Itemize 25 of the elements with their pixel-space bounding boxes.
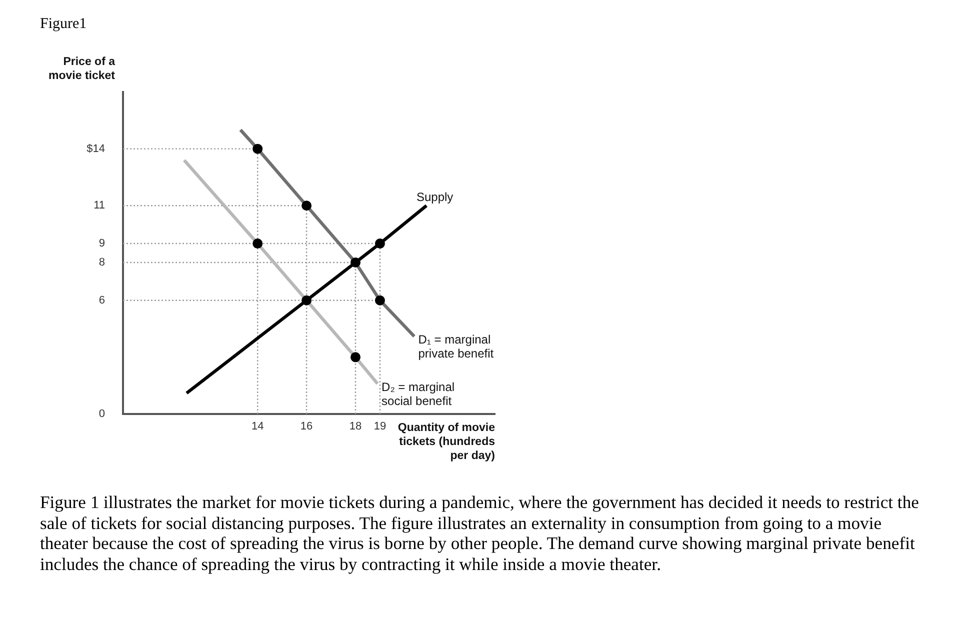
y-tick-label: 11 bbox=[94, 200, 105, 212]
caption: Figure 1 illustrates the market for movie tickets during a pandemic, where the government has decided it needs to restrict the sale of tickets for social distancing purposes. The figure illustrates an externality in consumption from going to a movie theater because the cost of spreading the virus is borne by other people. The demand curve showing marginal private benefit includes the chance of spreading the virus by contracting it while inside a movie theater. bbox=[40, 492, 920, 574]
x-tick-label: 14 bbox=[251, 420, 264, 433]
point bbox=[350, 257, 360, 268]
y-tick-label: 8 bbox=[98, 256, 105, 268]
y-tick-label: 0 bbox=[98, 408, 105, 420]
y-tick-label: 9 bbox=[98, 238, 105, 250]
y-tick-label: 6 bbox=[98, 294, 105, 306]
point bbox=[374, 295, 385, 306]
point bbox=[302, 200, 312, 211]
series-label: D₂ = marginal social benefit bbox=[382, 380, 455, 408]
x-tick-label: 19 bbox=[374, 420, 386, 433]
point bbox=[252, 238, 263, 249]
x-tick-label: 18 bbox=[349, 420, 362, 433]
point bbox=[302, 295, 312, 306]
series-label: D₁ = marginal private benefit bbox=[418, 332, 494, 361]
point bbox=[252, 144, 263, 154]
x-axis-title: Quantity of movie tickets (hundreds per day) bbox=[398, 422, 496, 462]
y-tick-label: $14 bbox=[86, 142, 105, 155]
point bbox=[374, 238, 385, 249]
point bbox=[350, 352, 360, 362]
series-label: Supply bbox=[416, 190, 454, 204]
x-tick-label: 16 bbox=[300, 420, 313, 433]
y-axis-title: Price of a movie ticket bbox=[48, 56, 116, 82]
chart-title: Figure1 bbox=[40, 16, 87, 33]
